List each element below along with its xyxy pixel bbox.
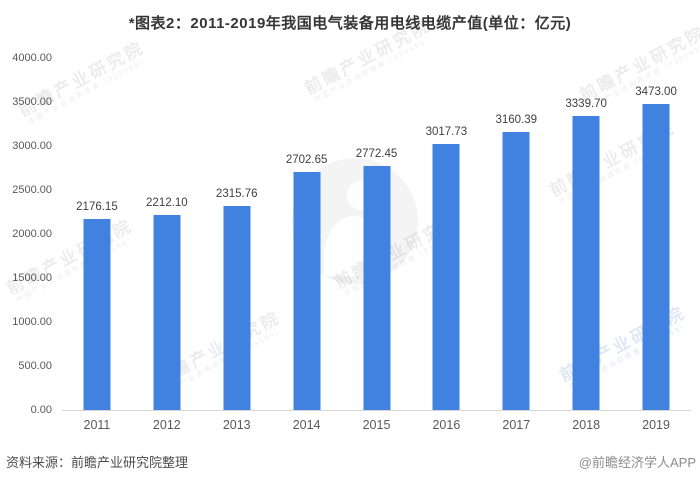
x-tick-label: 2016 <box>432 418 461 432</box>
credit-note: @前瞻经济学人APP <box>578 455 696 470</box>
bar-value-label: 2315.76 <box>215 188 258 201</box>
x-tick-label: 2012 <box>152 418 181 432</box>
plot-area: 2176.15 2212.10 2315.76 2702.65 2772.45 3017.… <box>62 58 691 411</box>
bar-column: 2176.15 <box>62 58 132 410</box>
y-tick-label: 2500.00 <box>12 184 52 196</box>
bar-value-label: 2176.15 <box>76 200 118 213</box>
bar-column: 2315.76 <box>202 58 272 410</box>
bar <box>642 104 670 410</box>
bar <box>83 218 111 410</box>
chart-title: *图表2：2011-2019年我国电气装备用电线电缆产值(单位：亿元) <box>128 15 572 32</box>
bar <box>502 131 530 410</box>
bar-column: 2702.65 <box>272 58 342 410</box>
bar-column: 3160.39 <box>481 58 551 410</box>
bar-value-label: 2772.45 <box>355 148 398 160</box>
y-tick-label: 3500.00 <box>12 96 52 108</box>
bar-column: 2212.10 <box>132 58 202 410</box>
bar-value-label: 3473.00 <box>635 86 677 99</box>
bar-column: 2772.45 <box>342 58 412 410</box>
y-tick-label: 0.00 <box>30 404 52 416</box>
bar <box>363 166 390 410</box>
bar <box>432 144 460 410</box>
y-tick-label: 3000.00 <box>12 140 52 152</box>
bar <box>572 116 600 410</box>
x-tick-label: 2014 <box>292 418 321 432</box>
bar-column: 3473.00 <box>621 58 691 410</box>
x-tick-label: 2011 <box>83 418 111 432</box>
bar <box>293 172 321 410</box>
x-tick-label: 2017 <box>502 418 531 432</box>
x-tick-label: 2015 <box>362 418 391 432</box>
y-tick-label: 1500.00 <box>12 272 52 284</box>
chart-footer: 资料来源：前瞻产业研究院整理 @前瞻经济学人APP <box>6 452 696 471</box>
bar-column: 3017.73 <box>411 58 481 410</box>
bar <box>223 206 251 410</box>
x-axis: 2011 2012 2013 2014 2015 2016 2017 2018 2019 <box>62 418 691 432</box>
x-tick-label: 2019 <box>642 418 670 432</box>
y-axis: 4000.00 3500.00 3000.00 2500.00 2000.00 1500.… <box>0 52 52 416</box>
y-tick-label: 500.00 <box>18 360 52 372</box>
y-tick-label: 2000.00 <box>12 228 52 240</box>
bar-value-label: 3017.73 <box>425 126 468 139</box>
bar-value-label: 3160.39 <box>495 113 538 126</box>
bar <box>153 215 181 410</box>
x-tick-label: 2018 <box>572 418 601 432</box>
bar-column: 3339.70 <box>551 58 621 410</box>
x-tick-label: 2013 <box>222 418 251 432</box>
bar-value-label: 2212.10 <box>146 197 188 210</box>
y-tick-label: 1000.00 <box>12 316 52 328</box>
bar-value-label: 3339.70 <box>565 98 607 111</box>
y-tick-label: 4000.00 <box>12 52 52 64</box>
source-note: 资料来源：前瞻产业研究院整理 <box>6 455 189 470</box>
bar-value-label: 2702.65 <box>285 154 328 167</box>
